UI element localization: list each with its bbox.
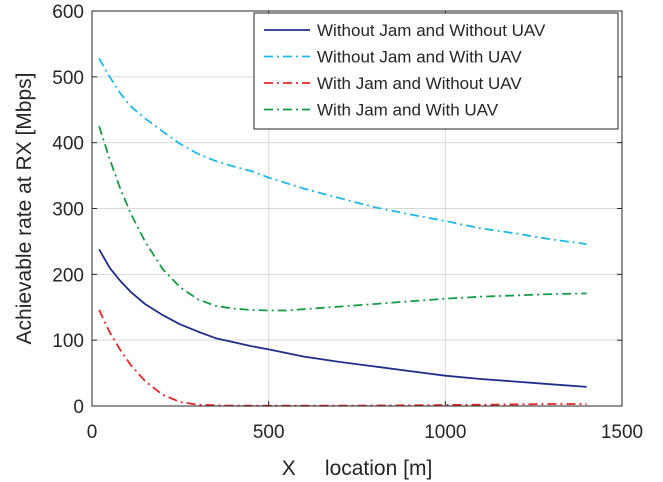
x-tick-label: 0 [87, 422, 98, 443]
y-tick-label: 500 [52, 68, 84, 89]
legend-label: Without Jam and Without UAV [317, 21, 546, 40]
x-tick-label: 500 [253, 422, 285, 443]
legend-item: With Jam and Without UAV [264, 74, 522, 93]
legend-item: Without Jam and Without UAV [264, 21, 546, 40]
x-axis-label: X location [m] [282, 457, 433, 480]
legend-item: Without Jam and With UAV [264, 48, 522, 67]
legend-box [253, 12, 619, 130]
y-tick-label: 300 [52, 200, 84, 221]
y-tick-label: 0 [73, 397, 84, 418]
y-tick-label: 400 [52, 134, 84, 155]
series-line-2 [98, 57, 587, 245]
legend-label: With Jam and With UAV [317, 101, 499, 120]
y-tick-label: 600 [52, 2, 84, 23]
axis-ticks: 0 500 1000 1500 0 100 200 300 400 500 600 [52, 2, 643, 443]
series-lines [98, 57, 587, 407]
x-tick-label: 1000 [424, 422, 466, 443]
x-tick-label: 1500 [601, 422, 643, 443]
legend-items: Without Jam and Without UAV Without Jam a… [264, 21, 546, 120]
legend: Without Jam and Without UAV Without Jam a… [253, 12, 619, 130]
legend-label: Without Jam and With UAV [317, 48, 522, 67]
legend-label: With Jam and Without UAV [317, 74, 522, 93]
y-tick-label: 100 [52, 331, 84, 352]
series-line-3 [98, 309, 587, 407]
series-line-4 [98, 125, 587, 312]
y-axis-label: Achievable rate at RX [Mbps] [13, 73, 36, 345]
y-tick-label: 200 [52, 265, 84, 286]
legend-item: With Jam and With UAV [264, 101, 499, 120]
series-line-1 [98, 248, 587, 388]
